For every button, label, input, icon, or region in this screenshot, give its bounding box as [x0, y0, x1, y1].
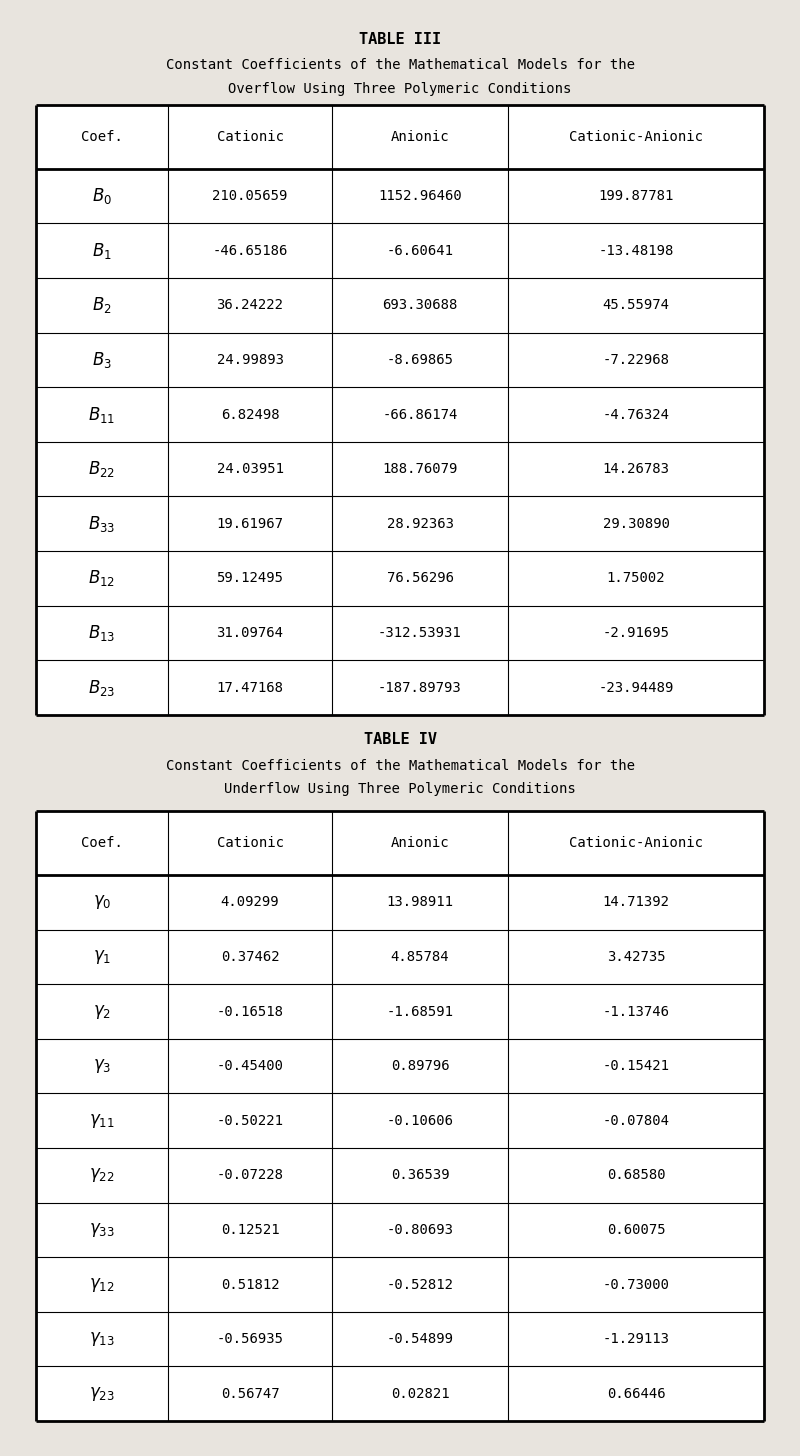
- Text: 0.89796: 0.89796: [390, 1059, 450, 1073]
- Text: $\mathit{B}_{22}$: $\mathit{B}_{22}$: [89, 459, 115, 479]
- Text: $\gamma_{0}$: $\gamma_{0}$: [93, 894, 111, 911]
- Text: $\mathit{B}_{13}$: $\mathit{B}_{13}$: [88, 623, 116, 644]
- Text: 29.30890: 29.30890: [602, 517, 670, 531]
- Text: 0.36539: 0.36539: [390, 1168, 450, 1182]
- Text: 14.71392: 14.71392: [602, 895, 670, 910]
- Text: 17.47168: 17.47168: [217, 680, 283, 695]
- Text: Anionic: Anionic: [390, 836, 450, 850]
- Text: -8.69865: -8.69865: [386, 352, 454, 367]
- Text: 0.60075: 0.60075: [606, 1223, 666, 1238]
- Text: -0.45400: -0.45400: [217, 1059, 283, 1073]
- Text: -23.94489: -23.94489: [598, 680, 674, 695]
- Text: -0.80693: -0.80693: [386, 1223, 454, 1238]
- Text: TABLE III: TABLE III: [359, 32, 441, 47]
- Text: 76.56296: 76.56296: [386, 571, 454, 585]
- Text: Coef.: Coef.: [81, 836, 123, 850]
- Text: -187.89793: -187.89793: [378, 680, 462, 695]
- Text: -0.73000: -0.73000: [602, 1277, 670, 1291]
- Text: 6.82498: 6.82498: [221, 408, 279, 422]
- Text: 199.87781: 199.87781: [598, 189, 674, 204]
- Text: 19.61967: 19.61967: [217, 517, 283, 531]
- Text: 0.66446: 0.66446: [606, 1386, 666, 1401]
- Text: 45.55974: 45.55974: [602, 298, 670, 313]
- Text: -7.22968: -7.22968: [602, 352, 670, 367]
- Text: -46.65186: -46.65186: [212, 243, 288, 258]
- Text: Cationic-Anionic: Cationic-Anionic: [569, 130, 703, 144]
- Text: 14.26783: 14.26783: [602, 462, 670, 476]
- Text: -0.54899: -0.54899: [386, 1332, 454, 1347]
- Text: 210.05659: 210.05659: [212, 189, 288, 204]
- Bar: [36, 811, 764, 1421]
- Text: $\mathit{B}_{2}$: $\mathit{B}_{2}$: [92, 296, 112, 316]
- Text: 0.12521: 0.12521: [221, 1223, 279, 1238]
- Text: -13.48198: -13.48198: [598, 243, 674, 258]
- Text: $\gamma_{11}$: $\gamma_{11}$: [89, 1112, 115, 1130]
- Text: -0.52812: -0.52812: [386, 1277, 454, 1291]
- Text: $\gamma_{2}$: $\gamma_{2}$: [93, 1003, 111, 1021]
- Text: $\gamma_{23}$: $\gamma_{23}$: [89, 1385, 115, 1402]
- Text: 0.02821: 0.02821: [390, 1386, 450, 1401]
- Text: $\mathit{B}_{0}$: $\mathit{B}_{0}$: [92, 186, 112, 207]
- Text: -1.68591: -1.68591: [386, 1005, 454, 1019]
- Text: $\gamma_{13}$: $\gamma_{13}$: [89, 1331, 115, 1348]
- Text: $\gamma_{1}$: $\gamma_{1}$: [93, 948, 111, 965]
- Text: -0.50221: -0.50221: [217, 1114, 283, 1128]
- Text: -1.13746: -1.13746: [602, 1005, 670, 1019]
- Text: -0.15421: -0.15421: [602, 1059, 670, 1073]
- Text: -0.10606: -0.10606: [386, 1114, 454, 1128]
- Text: $\mathit{B}_{11}$: $\mathit{B}_{11}$: [89, 405, 115, 425]
- Text: $\gamma_{33}$: $\gamma_{33}$: [89, 1222, 115, 1239]
- Text: $\mathit{B}_{12}$: $\mathit{B}_{12}$: [89, 568, 115, 588]
- Text: Overflow Using Three Polymeric Conditions: Overflow Using Three Polymeric Condition…: [228, 82, 572, 96]
- Text: 4.09299: 4.09299: [221, 895, 279, 910]
- Text: 13.98911: 13.98911: [386, 895, 454, 910]
- Text: -2.91695: -2.91695: [602, 626, 670, 641]
- Text: $\mathit{B}_{33}$: $\mathit{B}_{33}$: [88, 514, 116, 534]
- Text: 0.68580: 0.68580: [606, 1168, 666, 1182]
- Text: $\mathit{B}_{3}$: $\mathit{B}_{3}$: [92, 349, 112, 370]
- Text: 4.85784: 4.85784: [390, 949, 450, 964]
- Text: -0.07804: -0.07804: [602, 1114, 670, 1128]
- Text: 3.42735: 3.42735: [606, 949, 666, 964]
- Text: 24.03951: 24.03951: [217, 462, 283, 476]
- Text: -6.60641: -6.60641: [386, 243, 454, 258]
- Bar: [36, 105, 764, 715]
- Text: 24.99893: 24.99893: [217, 352, 283, 367]
- Text: Cationic: Cationic: [217, 836, 283, 850]
- Text: TABLE IV: TABLE IV: [363, 732, 437, 747]
- Text: 59.12495: 59.12495: [217, 571, 283, 585]
- Text: -1.29113: -1.29113: [602, 1332, 670, 1347]
- Text: Cationic: Cationic: [217, 130, 283, 144]
- Text: Coef.: Coef.: [81, 130, 123, 144]
- Text: -0.07228: -0.07228: [217, 1168, 283, 1182]
- Text: $\mathit{B}_{23}$: $\mathit{B}_{23}$: [88, 677, 116, 697]
- Text: $\gamma_{12}$: $\gamma_{12}$: [90, 1275, 114, 1293]
- Text: -0.16518: -0.16518: [217, 1005, 283, 1019]
- Text: 28.92363: 28.92363: [386, 517, 454, 531]
- Text: $\gamma_{3}$: $\gamma_{3}$: [93, 1057, 111, 1075]
- Text: 0.56747: 0.56747: [221, 1386, 279, 1401]
- Text: 0.37462: 0.37462: [221, 949, 279, 964]
- Text: Cationic-Anionic: Cationic-Anionic: [569, 836, 703, 850]
- Text: Constant Coefficients of the Mathematical Models for the: Constant Coefficients of the Mathematica…: [166, 58, 634, 73]
- Text: Anionic: Anionic: [390, 130, 450, 144]
- Text: -312.53931: -312.53931: [378, 626, 462, 641]
- Text: 188.76079: 188.76079: [382, 462, 458, 476]
- Text: Constant Coefficients of the Mathematical Models for the: Constant Coefficients of the Mathematica…: [166, 759, 634, 773]
- Text: 0.51812: 0.51812: [221, 1277, 279, 1291]
- Text: Underflow Using Three Polymeric Conditions: Underflow Using Three Polymeric Conditio…: [224, 782, 576, 796]
- Text: 1.75002: 1.75002: [606, 571, 666, 585]
- Text: 36.24222: 36.24222: [217, 298, 283, 313]
- Text: -66.86174: -66.86174: [382, 408, 458, 422]
- Text: 693.30688: 693.30688: [382, 298, 458, 313]
- Text: 31.09764: 31.09764: [217, 626, 283, 641]
- Text: -0.56935: -0.56935: [217, 1332, 283, 1347]
- Text: -4.76324: -4.76324: [602, 408, 670, 422]
- Text: 1152.96460: 1152.96460: [378, 189, 462, 204]
- Text: $\mathit{B}_{1}$: $\mathit{B}_{1}$: [92, 240, 112, 261]
- Text: $\gamma_{22}$: $\gamma_{22}$: [90, 1166, 114, 1184]
